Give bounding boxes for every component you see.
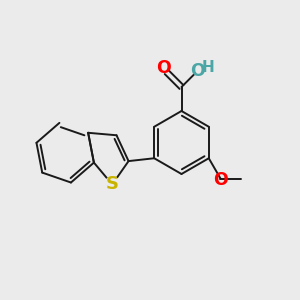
Circle shape [105, 177, 120, 192]
Text: O: O [190, 62, 205, 80]
Text: O: O [156, 59, 171, 77]
Text: S: S [106, 176, 119, 194]
Text: O: O [213, 171, 228, 189]
Text: H: H [202, 60, 214, 75]
